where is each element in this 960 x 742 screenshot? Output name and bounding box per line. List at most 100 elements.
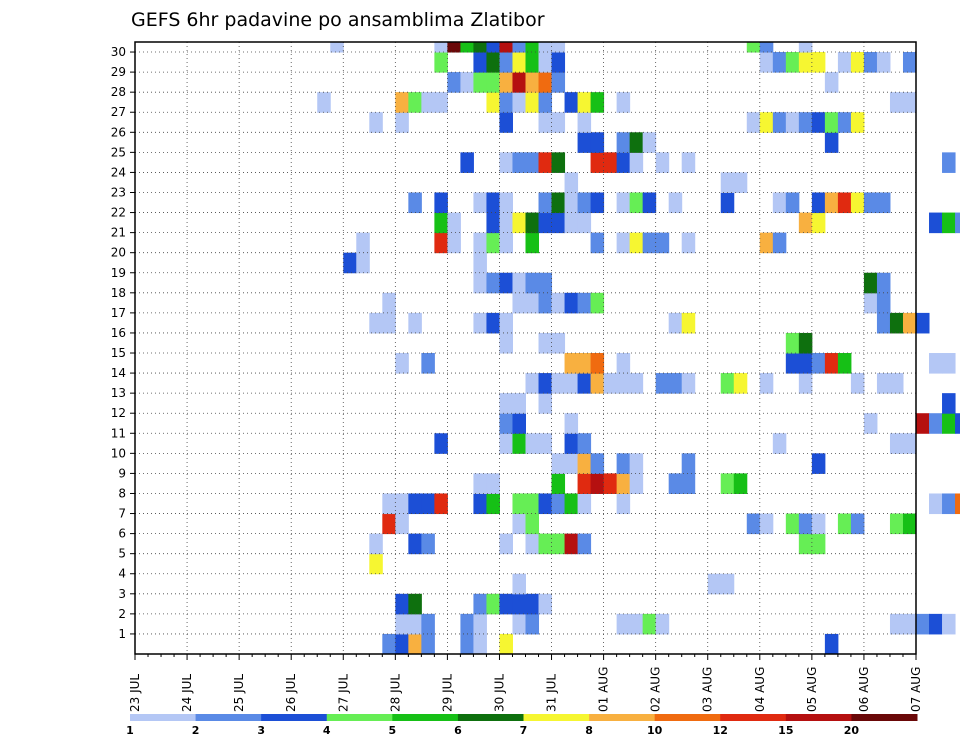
heatmap-cell <box>460 633 474 655</box>
heatmap-cell <box>772 232 787 254</box>
heatmap-cell <box>473 493 487 515</box>
heatmap-cell <box>876 312 891 334</box>
heatmap-cell <box>382 513 396 535</box>
heatmap-cell <box>942 493 956 515</box>
heatmap-cell <box>499 52 513 73</box>
legend-swatch <box>785 714 852 721</box>
heatmap-cell <box>460 42 474 53</box>
heatmap-cell <box>525 232 540 254</box>
heatmap-cell <box>942 613 956 635</box>
heatmap-cell <box>616 132 631 153</box>
heatmap-cell <box>564 373 579 394</box>
heatmap-cell <box>811 112 826 133</box>
y-tick-label: 5 <box>118 547 126 561</box>
heatmap-cell <box>616 493 631 515</box>
heatmap-cell <box>668 192 683 214</box>
y-tick-label: 21 <box>111 226 126 240</box>
heatmap-cell <box>668 473 683 494</box>
heatmap-cell <box>525 513 540 535</box>
heatmap-cell <box>863 52 878 73</box>
x-tick-label: 04 AUG <box>753 667 767 712</box>
heatmap-cell <box>902 52 917 73</box>
heatmap-cell <box>551 533 566 555</box>
heatmap-cell <box>408 633 422 655</box>
heatmap-cell <box>486 212 500 234</box>
heatmap-cell <box>785 513 800 535</box>
heatmap-cell <box>473 613 487 635</box>
heatmap-cell <box>902 513 917 535</box>
heatmap-cell <box>616 373 631 394</box>
heatmap-cell <box>942 212 956 234</box>
legend-swatch <box>195 714 262 721</box>
heatmap-cell <box>395 353 409 374</box>
heatmap-cell <box>811 533 826 555</box>
heatmap-cell <box>538 433 553 454</box>
heatmap-cell <box>525 72 540 93</box>
heatmap-cell <box>395 493 409 515</box>
heatmap-cell <box>395 92 409 113</box>
heatmap-cell <box>837 353 852 374</box>
heatmap-cell <box>486 272 500 294</box>
heatmap-cell <box>590 473 605 494</box>
heatmap-cell <box>590 232 605 254</box>
heatmap-cell <box>733 172 748 193</box>
y-tick-label: 11 <box>111 426 126 440</box>
heatmap-cell <box>434 92 448 113</box>
heatmap-cell <box>590 453 605 474</box>
heatmap-cell <box>616 92 631 113</box>
heatmap-cell <box>551 332 566 354</box>
y-tick-label: 9 <box>118 466 126 480</box>
heatmap-cell <box>564 413 579 434</box>
y-tick-label: 25 <box>111 145 126 159</box>
heatmap-cells <box>317 42 960 655</box>
heatmap-cell <box>720 172 735 193</box>
heatmap-cell <box>811 192 826 214</box>
heatmap-cell <box>499 212 513 234</box>
heatmap-cell <box>538 42 553 53</box>
heatmap-cell <box>889 373 904 394</box>
heatmap-cell <box>551 212 566 234</box>
heatmap-cell <box>551 493 566 515</box>
heatmap-cell <box>369 553 383 575</box>
heatmap-cell <box>525 52 540 73</box>
heatmap-cell <box>955 413 960 434</box>
heatmap-cell <box>330 42 344 53</box>
legend-label: 1 <box>126 724 134 737</box>
heatmap-cell <box>720 373 735 394</box>
y-tick-label: 18 <box>111 286 126 300</box>
heatmap-cell <box>512 613 526 635</box>
heatmap-cell <box>577 192 592 214</box>
heatmap-cell <box>551 42 566 53</box>
heatmap-cell <box>538 533 553 555</box>
heatmap-cell <box>395 593 409 615</box>
heatmap-cell <box>629 132 644 153</box>
heatmap-cell <box>916 613 930 635</box>
heatmap-cell <box>421 493 435 515</box>
y-tick-label: 20 <box>111 246 126 260</box>
heatmap-cell <box>759 52 774 73</box>
heatmap-cell <box>824 72 839 93</box>
heatmap-cell <box>772 192 787 214</box>
heatmap-cell <box>551 152 566 173</box>
heatmap-cell <box>655 373 670 394</box>
heatmap-cell <box>629 232 644 254</box>
heatmap-cell <box>499 433 513 454</box>
heatmap-cell <box>499 192 513 214</box>
x-axis: 23 JUL 24 JUL 25 JUL 26 JUL 27 JUL 28 JUL 29 J… <box>128 654 923 712</box>
legend-label: 5 <box>389 724 397 737</box>
legend-swatch <box>392 714 459 721</box>
heatmap-cell <box>577 292 592 314</box>
heatmap-cell <box>512 573 526 595</box>
heatmap-cell <box>460 152 474 173</box>
heatmap-cell <box>811 212 826 234</box>
heatmap-cell <box>343 252 357 274</box>
heatmap-cell <box>824 132 839 153</box>
heatmap-cell <box>486 312 500 334</box>
heatmap-cell <box>499 593 513 615</box>
heatmap-cell <box>577 433 592 454</box>
heatmap-cell <box>824 112 839 133</box>
heatmap-cell <box>577 212 592 234</box>
heatmap-cell <box>473 312 487 334</box>
heatmap-cell <box>434 232 448 254</box>
heatmap-cell <box>759 513 774 535</box>
